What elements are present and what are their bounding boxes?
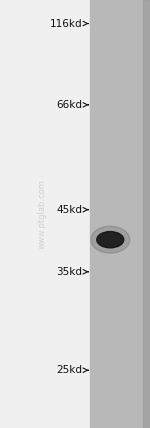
Text: 116kd: 116kd bbox=[50, 18, 82, 29]
Ellipse shape bbox=[91, 226, 130, 253]
Text: 35kd: 35kd bbox=[57, 267, 82, 277]
Text: www.ptglab.com: www.ptglab.com bbox=[38, 179, 46, 249]
Text: 25kd: 25kd bbox=[57, 365, 82, 375]
Ellipse shape bbox=[97, 232, 124, 248]
Bar bbox=[142, 0, 150, 428]
Text: 45kd: 45kd bbox=[57, 205, 82, 215]
Text: 66kd: 66kd bbox=[57, 100, 82, 110]
Bar bbox=[90, 0, 150, 428]
